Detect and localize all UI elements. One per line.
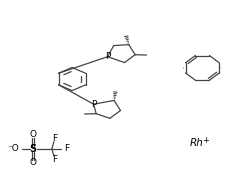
Text: P: P [104,52,110,61]
Text: P: P [90,100,96,109]
Text: O: O [29,158,36,167]
Text: F: F [64,144,69,153]
Text: O: O [29,130,36,139]
Text: F: F [52,134,57,143]
Text: S: S [29,144,36,154]
Text: F: F [52,155,57,163]
Text: +: + [201,136,208,145]
Text: Rh: Rh [189,138,203,148]
Text: ⁻O: ⁻O [7,144,19,153]
